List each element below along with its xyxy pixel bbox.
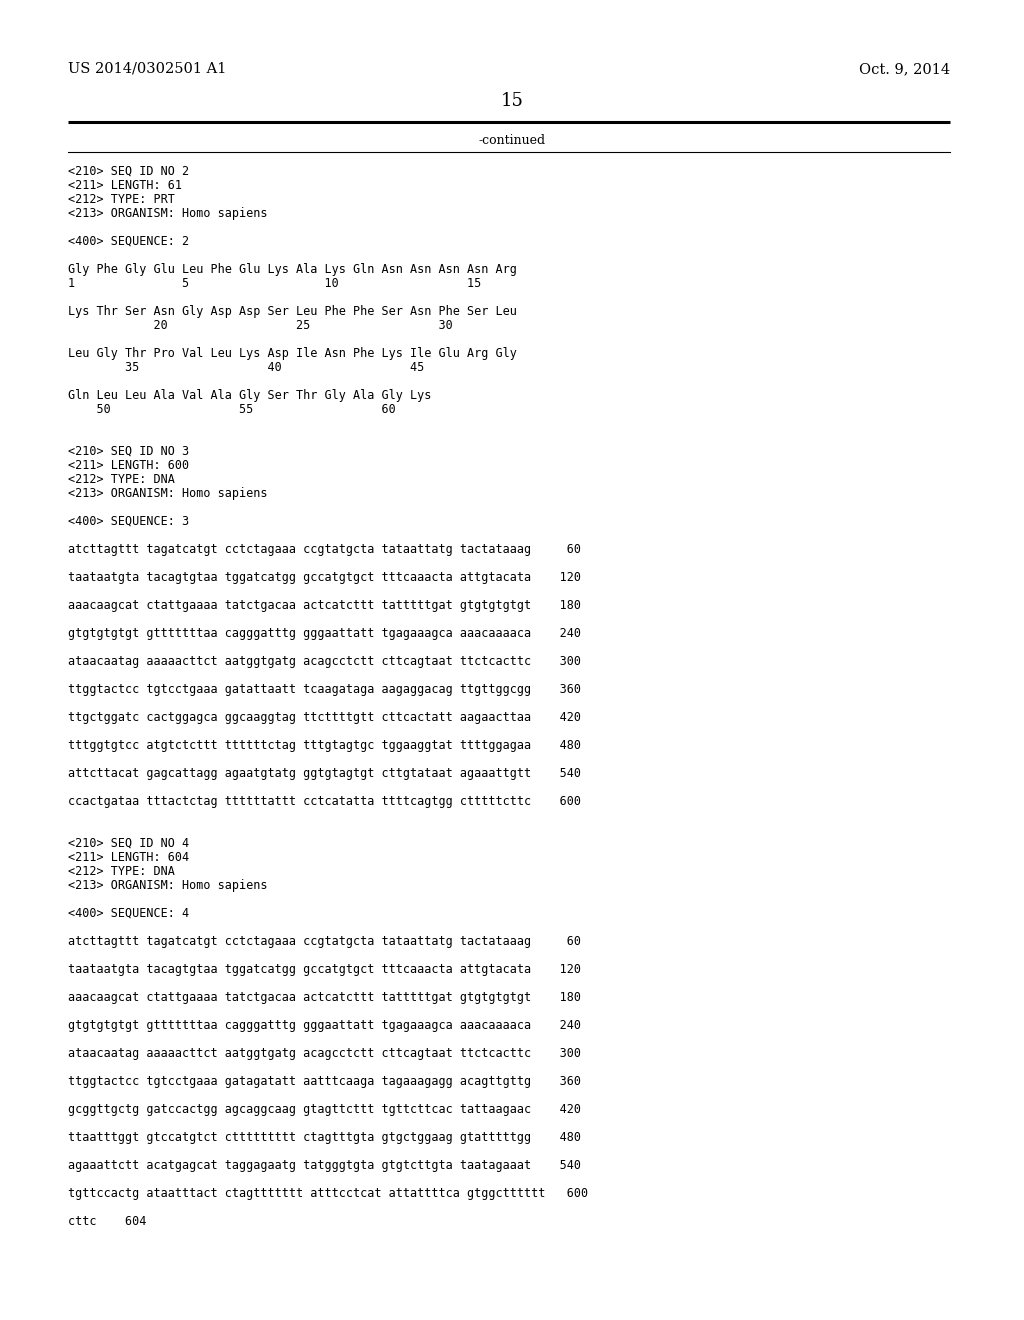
- Text: 1               5                   10                  15: 1 5 10 15: [68, 277, 481, 290]
- Text: 15: 15: [501, 92, 523, 110]
- Text: ttggtactcc tgtcctgaaa gatattaatt tcaagataga aagaggacag ttgttggcgg    360: ttggtactcc tgtcctgaaa gatattaatt tcaagat…: [68, 682, 581, 696]
- Text: ttgctggatc cactggagca ggcaaggtag ttcttttgtt cttcactatt aagaacttaa    420: ttgctggatc cactggagca ggcaaggtag ttctttt…: [68, 711, 581, 723]
- Text: ttaatttggt gtccatgtct cttttttttt ctagtttgta gtgctggaag gtatttttgg    480: ttaatttggt gtccatgtct cttttttttt ctagttt…: [68, 1131, 581, 1144]
- Text: <210> SEQ ID NO 2: <210> SEQ ID NO 2: [68, 165, 189, 178]
- Text: 50                  55                  60: 50 55 60: [68, 403, 395, 416]
- Text: <211> LENGTH: 61: <211> LENGTH: 61: [68, 180, 182, 191]
- Text: ataacaatag aaaaacttct aatggtgatg acagcctctt cttcagtaat ttctcacttc    300: ataacaatag aaaaacttct aatggtgatg acagcct…: [68, 655, 581, 668]
- Text: taataatgta tacagtgtaa tggatcatgg gccatgtgct tttcaaacta attgtacata    120: taataatgta tacagtgtaa tggatcatgg gccatgt…: [68, 572, 581, 583]
- Text: US 2014/0302501 A1: US 2014/0302501 A1: [68, 62, 226, 77]
- Text: <400> SEQUENCE: 2: <400> SEQUENCE: 2: [68, 235, 189, 248]
- Text: Gln Leu Leu Ala Val Ala Gly Ser Thr Gly Ala Gly Lys: Gln Leu Leu Ala Val Ala Gly Ser Thr Gly …: [68, 389, 431, 403]
- Text: -continued: -continued: [478, 135, 546, 147]
- Text: taataatgta tacagtgtaa tggatcatgg gccatgtgct tttcaaacta attgtacata    120: taataatgta tacagtgtaa tggatcatgg gccatgt…: [68, 964, 581, 975]
- Text: gtgtgtgtgt gtttttttaa cagggatttg gggaattatt tgagaaagca aaacaaaaca    240: gtgtgtgtgt gtttttttaa cagggatttg gggaatt…: [68, 1019, 581, 1032]
- Text: ttggtactcc tgtcctgaaa gatagatatt aatttcaaga tagaaagagg acagttgttg    360: ttggtactcc tgtcctgaaa gatagatatt aatttca…: [68, 1074, 581, 1088]
- Text: aaacaagcat ctattgaaaa tatctgacaa actcatcttt tatttttgat gtgtgtgtgt    180: aaacaagcat ctattgaaaa tatctgacaa actcatc…: [68, 991, 581, 1005]
- Text: <211> LENGTH: 604: <211> LENGTH: 604: [68, 851, 189, 865]
- Text: <212> TYPE: DNA: <212> TYPE: DNA: [68, 865, 175, 878]
- Text: atcttagttt tagatcatgt cctctagaaa ccgtatgcta tataattatg tactataaag     60: atcttagttt tagatcatgt cctctagaaa ccgtatg…: [68, 543, 581, 556]
- Text: Gly Phe Gly Glu Leu Phe Glu Lys Ala Lys Gln Asn Asn Asn Asn Arg: Gly Phe Gly Glu Leu Phe Glu Lys Ala Lys …: [68, 263, 517, 276]
- Text: Lys Thr Ser Asn Gly Asp Asp Ser Leu Phe Phe Ser Asn Phe Ser Leu: Lys Thr Ser Asn Gly Asp Asp Ser Leu Phe …: [68, 305, 517, 318]
- Text: <210> SEQ ID NO 4: <210> SEQ ID NO 4: [68, 837, 189, 850]
- Text: <210> SEQ ID NO 3: <210> SEQ ID NO 3: [68, 445, 189, 458]
- Text: tttggtgtcc atgtctcttt ttttttctag tttgtagtgc tggaaggtat ttttggagaa    480: tttggtgtcc atgtctcttt ttttttctag tttgtag…: [68, 739, 581, 752]
- Text: <212> TYPE: DNA: <212> TYPE: DNA: [68, 473, 175, 486]
- Text: cttc    604: cttc 604: [68, 1214, 146, 1228]
- Text: Leu Gly Thr Pro Val Leu Lys Asp Ile Asn Phe Lys Ile Glu Arg Gly: Leu Gly Thr Pro Val Leu Lys Asp Ile Asn …: [68, 347, 517, 360]
- Text: Oct. 9, 2014: Oct. 9, 2014: [859, 62, 950, 77]
- Text: tgttccactg ataatttact ctagttttttt atttcctcat attattttca gtggctttttt   600: tgttccactg ataatttact ctagttttttt atttcc…: [68, 1187, 588, 1200]
- Text: <211> LENGTH: 600: <211> LENGTH: 600: [68, 459, 189, 473]
- Text: <213> ORGANISM: Homo sapiens: <213> ORGANISM: Homo sapiens: [68, 207, 267, 220]
- Text: agaaattctt acatgagcat taggagaatg tatgggtgta gtgtcttgta taatagaaat    540: agaaattctt acatgagcat taggagaatg tatgggt…: [68, 1159, 581, 1172]
- Text: ccactgataa tttactctag ttttttattt cctcatatta ttttcagtgg ctttttcttc    600: ccactgataa tttactctag ttttttattt cctcata…: [68, 795, 581, 808]
- Text: gcggttgctg gatccactgg agcaggcaag gtagttcttt tgttcttcac tattaagaac    420: gcggttgctg gatccactgg agcaggcaag gtagttc…: [68, 1104, 581, 1115]
- Text: 35                  40                  45: 35 40 45: [68, 360, 424, 374]
- Text: aaacaagcat ctattgaaaa tatctgacaa actcatcttt tatttttgat gtgtgtgtgt    180: aaacaagcat ctattgaaaa tatctgacaa actcatc…: [68, 599, 581, 612]
- Text: atcttagttt tagatcatgt cctctagaaa ccgtatgcta tataattatg tactataaag     60: atcttagttt tagatcatgt cctctagaaa ccgtatg…: [68, 935, 581, 948]
- Text: 20                  25                  30: 20 25 30: [68, 319, 453, 333]
- Text: <213> ORGANISM: Homo sapiens: <213> ORGANISM: Homo sapiens: [68, 879, 267, 892]
- Text: gtgtgtgtgt gtttttttaa cagggatttg gggaattatt tgagaaagca aaacaaaaca    240: gtgtgtgtgt gtttttttaa cagggatttg gggaatt…: [68, 627, 581, 640]
- Text: <213> ORGANISM: Homo sapiens: <213> ORGANISM: Homo sapiens: [68, 487, 267, 500]
- Text: <400> SEQUENCE: 3: <400> SEQUENCE: 3: [68, 515, 189, 528]
- Text: attcttacat gagcattagg agaatgtatg ggtgtagtgt cttgtataat agaaattgtt    540: attcttacat gagcattagg agaatgtatg ggtgtag…: [68, 767, 581, 780]
- Text: ataacaatag aaaaacttct aatggtgatg acagcctctt cttcagtaat ttctcacttc    300: ataacaatag aaaaacttct aatggtgatg acagcct…: [68, 1047, 581, 1060]
- Text: <400> SEQUENCE: 4: <400> SEQUENCE: 4: [68, 907, 189, 920]
- Text: <212> TYPE: PRT: <212> TYPE: PRT: [68, 193, 175, 206]
